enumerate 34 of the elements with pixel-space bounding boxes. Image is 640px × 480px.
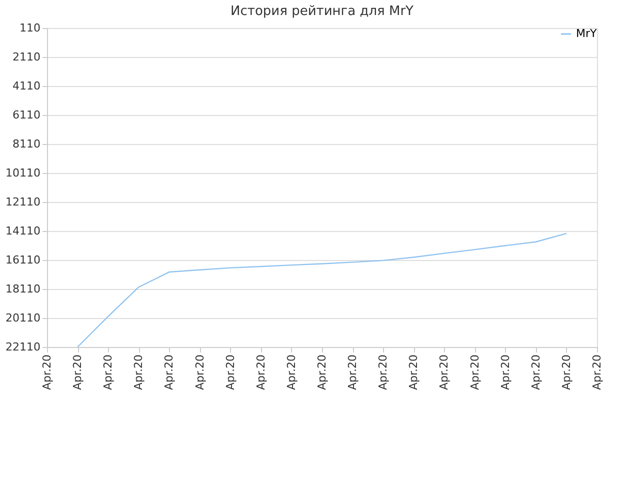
x-tick-label: Apr.20 <box>407 354 420 390</box>
x-tick-label: Apr.20 <box>71 354 84 390</box>
x-tick-label: Apr.20 <box>284 354 298 390</box>
y-tick-label: 22110 <box>6 340 40 354</box>
legend-label: MrY <box>576 27 598 40</box>
x-tick-label: Apr.20 <box>590 354 604 390</box>
y-tick-label: 12110 <box>6 196 40 208</box>
x-tick-label: Apr.20 <box>438 354 451 390</box>
x-tick-label: Apr.20 <box>224 354 237 390</box>
y-tick-label: 16110 <box>6 254 40 266</box>
y-tick-label: 14110 <box>6 224 40 238</box>
x-tick-label: Apr.20 <box>560 354 573 390</box>
x-tick-label: Apr.20 <box>316 354 328 390</box>
x-tick-label: Apr.20 <box>193 354 206 390</box>
y-tick-label: 2110 <box>12 50 40 64</box>
x-tick-label: Apr.20 <box>132 354 146 390</box>
y-tick-label: 6110 <box>12 108 40 122</box>
x-tick-label: Apr.20 <box>40 354 54 390</box>
line-series <box>76 232 568 348</box>
x-tick-label: Apr.20 <box>254 354 268 390</box>
y-tick-label: 18110 <box>6 282 40 296</box>
y-tick-label: 20110 <box>6 312 40 324</box>
x-tick-label: Apr.20 <box>102 354 115 390</box>
x-tick-label: Apr.20 <box>376 354 390 390</box>
y-tick-label: 10110 <box>6 166 40 180</box>
chart-title: История рейтинга для MrY <box>230 4 414 19</box>
y-tick-label: 8110 <box>12 138 40 150</box>
y-tick-label: 4110 <box>12 80 40 92</box>
x-tick-label: Apr.20 <box>468 354 482 390</box>
y-tick-label: 110 <box>20 22 40 34</box>
x-tick-label: Apr.20 <box>162 354 176 390</box>
x-tick-label: Apr.20 <box>346 354 360 390</box>
x-tick-label: Apr.20 <box>529 354 542 390</box>
x-tick-label: Apr.20 <box>498 354 512 390</box>
